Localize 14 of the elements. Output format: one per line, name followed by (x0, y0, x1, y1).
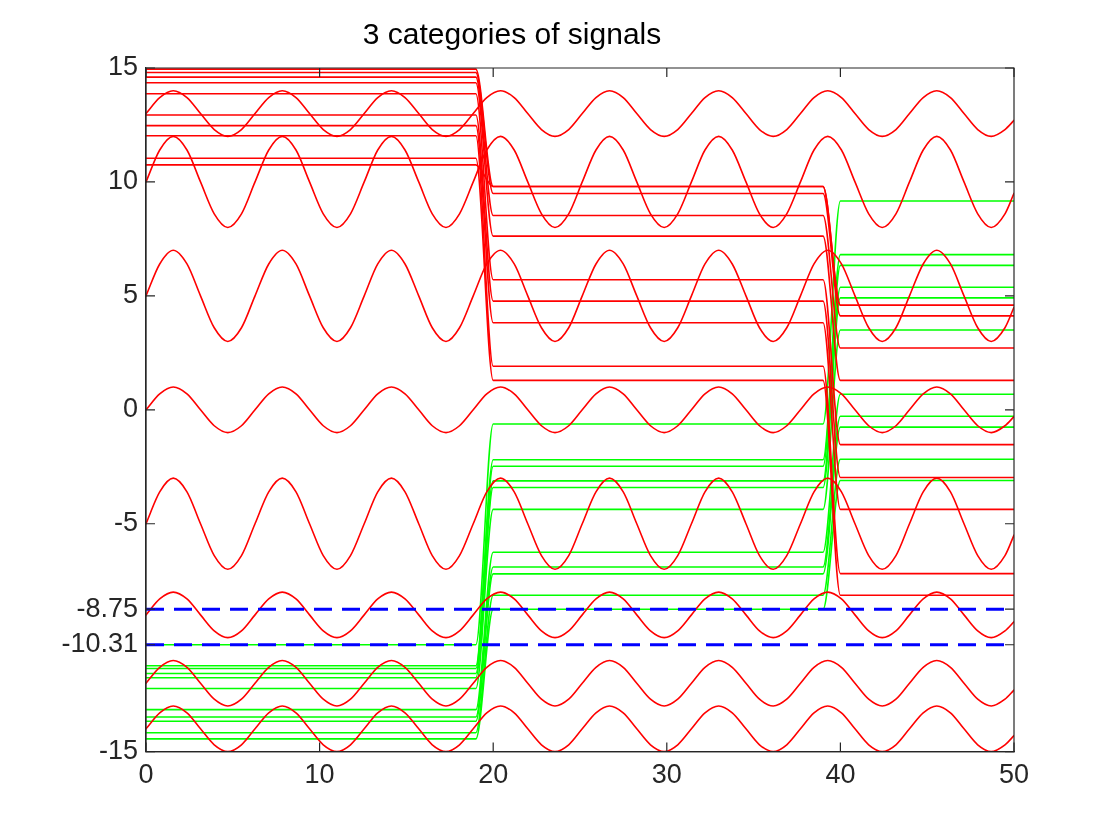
y-tick-label: 10 (107, 165, 138, 196)
y-tick-label: -5 (113, 507, 138, 538)
x-tick-label: 10 (304, 759, 335, 790)
y-tick-label: -15 (98, 735, 138, 766)
x-tick-label: 30 (651, 759, 682, 790)
chart-title: 3 categories of signals (362, 17, 662, 51)
y-tick-label: -10.31 (61, 628, 138, 659)
x-tick-label: 20 (478, 759, 509, 790)
y-tick-label: 5 (122, 279, 138, 310)
x-tick-label: 50 (998, 759, 1030, 790)
y-tick-label: 0 (122, 393, 138, 424)
x-tick-label: 40 (825, 759, 856, 790)
y-tick-label: 15 (107, 51, 138, 82)
y-tick-label: -8.75 (76, 592, 138, 623)
